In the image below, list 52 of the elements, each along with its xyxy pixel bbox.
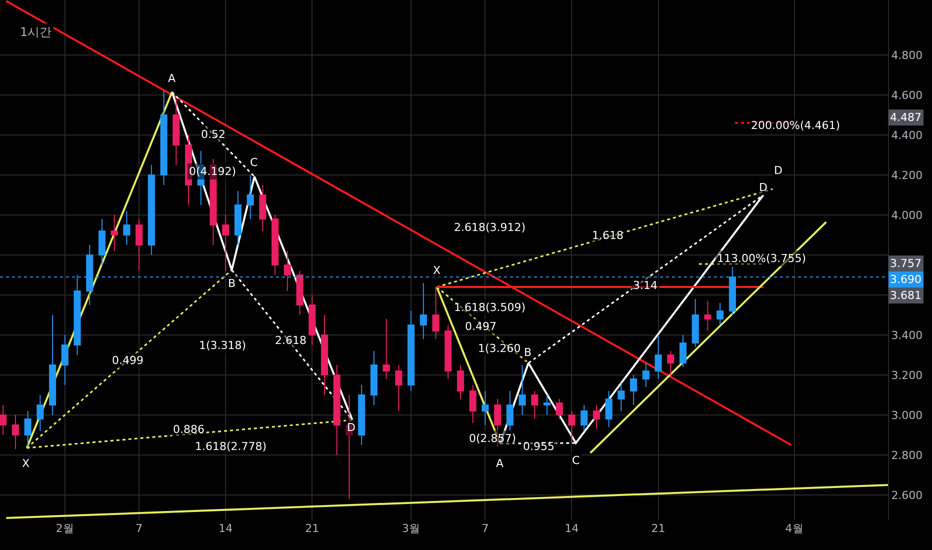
annotation: 0(4.192) [189,165,236,178]
annotation: D [759,181,768,194]
annotation: 0.52 [201,128,226,141]
annotation: 1.618(3.509) [454,301,526,314]
annotation: C [250,156,258,169]
annotation: 0.886 [173,423,204,436]
annotation: 0.499 [112,354,144,367]
annotation: 1(3.260 [478,342,521,355]
y-tick-label: 4.800 [891,48,923,62]
annotation: 0(2.857) [469,432,516,445]
x-tick-label: 7 [482,522,489,535]
y-tick-label: 2.600 [891,488,923,502]
y-tick-label: 4.400 [891,128,923,142]
annotation: 1.618(2.778) [195,440,267,453]
annotation: C [572,454,580,467]
annotation: 2.618 [275,334,306,347]
annotation: X [22,457,30,470]
annotation: 2.618(3.912) [454,221,526,234]
annotation: 113.00%(3.755) [717,252,806,265]
annotation: 200.00%(4.461) [751,119,840,132]
x-tick-label: 3월 [402,522,420,535]
annotation: D [347,421,356,434]
annotation: A [168,72,176,85]
annotation: B [228,277,236,290]
x-tick-label: 14 [218,522,233,535]
x-tick-label: 4월 [785,522,804,535]
x-tick-label: 21 [651,522,666,535]
y-tick-label: 2.800 [891,448,923,462]
annotation: 1.618 [592,229,624,242]
y-tick-label: 4.000 [891,208,923,222]
y-tick-label: 3.200 [891,368,923,382]
x-tick-label: 7 [136,522,143,535]
annotation: B [524,346,532,359]
text: 1시간 [20,25,52,39]
annotation: 1(3.318) [199,339,246,352]
ref-line-label: 3.690 [890,273,922,286]
x-tick-label: 14 [564,522,579,535]
x-tick-label: 2월 [56,522,74,535]
annotation: D [774,164,782,177]
annotation: 3.14 [633,279,658,292]
y-tick-label: 4.600 [891,88,923,102]
x-tick-label: 21 [305,522,320,535]
annotation: X [433,264,441,277]
annotation: 3.757 [890,257,922,270]
annotation: 4.487 [890,111,922,124]
y-tick-label: 3.400 [891,328,923,342]
y-tick-label: 4.200 [891,168,923,182]
annotation: 3.681 [890,289,922,302]
annotation: A [496,457,504,470]
annotation: 0.497 [465,320,496,333]
y-tick-label: 3.000 [891,408,923,422]
annotation: 0.955 [523,440,554,453]
